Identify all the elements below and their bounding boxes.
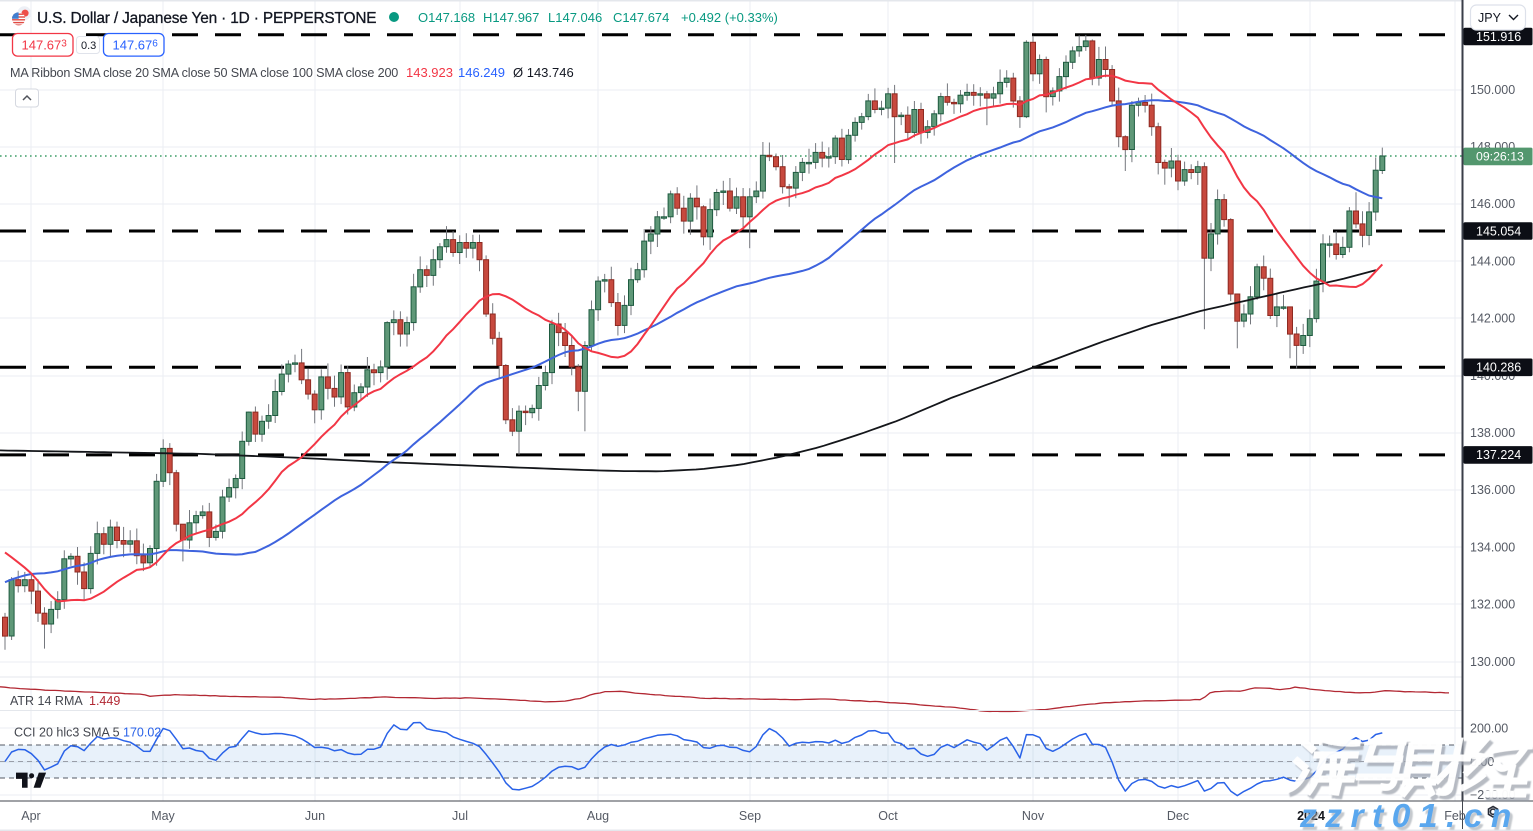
svg-text:140.286: 140.286 (1476, 361, 1521, 375)
svg-text:Sep: Sep (739, 809, 761, 823)
svg-text:May: May (151, 809, 175, 823)
svg-text:C147.674: C147.674 (613, 10, 669, 25)
svg-text:Ø 143.746: Ø 143.746 (513, 65, 574, 80)
svg-text:147.673: 147.673 (22, 38, 68, 53)
svg-text:09:26:13: 09:26:13 (1476, 150, 1524, 164)
svg-text:150.000: 150.000 (1470, 83, 1515, 97)
svg-text:142.000: 142.000 (1470, 312, 1515, 326)
svg-text:147.676: 147.676 (113, 38, 159, 53)
svg-text:U.S. Dollar / Japanese Yen · 1: U.S. Dollar / Japanese Yen · 1D · PEPPER… (37, 10, 376, 27)
svg-text:1.449: 1.449 (89, 694, 120, 708)
svg-text:Oct: Oct (878, 809, 898, 823)
svg-text:132.000: 132.000 (1470, 598, 1515, 612)
svg-text:144.000: 144.000 (1470, 254, 1515, 268)
svg-text:146.000: 146.000 (1470, 197, 1515, 211)
svg-text:Jun: Jun (305, 809, 325, 823)
svg-text:+0.492 (+0.33%): +0.492 (+0.33%) (681, 10, 778, 25)
svg-text:Nov: Nov (1022, 809, 1045, 823)
svg-text:146.249: 146.249 (458, 65, 505, 80)
svg-text:130.000: 130.000 (1470, 655, 1515, 669)
svg-text:CCI 20 hlc3 SMA 5: CCI 20 hlc3 SMA 5 (14, 726, 120, 740)
svg-text:JPY: JPY (1478, 11, 1502, 25)
svg-text:Apr: Apr (21, 809, 40, 823)
svg-text:MA Ribbon SMA close 20 SMA clo: MA Ribbon SMA close 20 SMA close 50 SMA … (10, 66, 398, 80)
svg-text:200.00: 200.00 (1470, 722, 1508, 736)
svg-text:Aug: Aug (587, 809, 609, 823)
svg-text:O147.168: O147.168 (418, 10, 475, 25)
svg-text:L147.046: L147.046 (548, 10, 602, 25)
svg-text:151.916: 151.916 (1476, 30, 1521, 44)
svg-text:145.054: 145.054 (1476, 224, 1521, 238)
svg-text:138.000: 138.000 (1470, 426, 1515, 440)
svg-text:170.02: 170.02 (123, 726, 161, 740)
svg-text:Feb: Feb (1444, 809, 1466, 823)
svg-text:zzrt01.cn: zzrt01.cn (1299, 798, 1520, 831)
svg-text:136.000: 136.000 (1470, 483, 1515, 497)
svg-text:0.3: 0.3 (81, 40, 96, 52)
svg-text:Dec: Dec (1167, 809, 1189, 823)
svg-text:ATR 14 RMA: ATR 14 RMA (10, 694, 83, 708)
svg-text:143.923: 143.923 (406, 65, 453, 80)
svg-text:134.000: 134.000 (1470, 540, 1515, 554)
svg-text:H147.967: H147.967 (483, 10, 539, 25)
svg-text:137.224: 137.224 (1476, 448, 1521, 462)
svg-text:Jul: Jul (452, 809, 468, 823)
svg-text:2024: 2024 (1297, 809, 1325, 823)
